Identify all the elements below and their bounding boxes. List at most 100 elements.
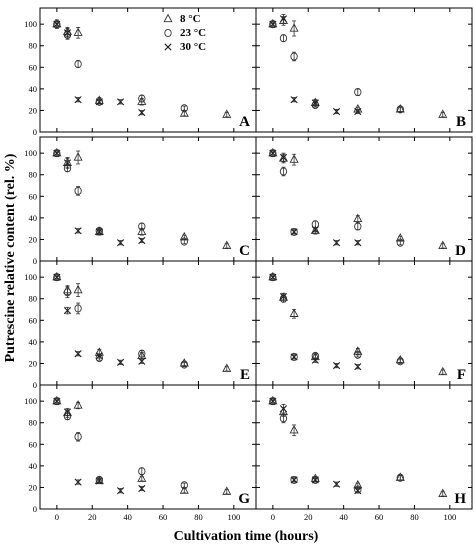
panels: 0 20 40 60 80 100 A 8 °C 23 °C 30 °C B 0 20 40 60 80 100… [24, 7, 473, 522]
data-point-circle [290, 475, 298, 484]
data-point-cross [354, 239, 362, 247]
data-point-cross [269, 149, 277, 157]
panel-frame [255, 260, 473, 386]
data-point-cross [74, 478, 82, 486]
x-axis-label: Cultivation time (hours) [174, 529, 319, 544]
y-tick-label: 20 [29, 482, 38, 492]
panel-g: 0 20 40 60 80 100 0 20 40 60 80 100 G [24, 384, 257, 522]
series-circle [269, 149, 404, 247]
data-point-cross [269, 273, 277, 281]
y-tick-label: 40 [29, 337, 38, 347]
data-point-triangle [222, 486, 232, 495]
legend-marker-cross [164, 43, 172, 51]
data-point-cross [290, 96, 298, 104]
data-point-circle [279, 34, 288, 43]
series-cross [269, 273, 362, 371]
data-point-circle [354, 88, 362, 97]
data-point-cross [332, 239, 341, 247]
data-point-cross [138, 236, 146, 245]
x-tick-label: 100 [227, 512, 240, 522]
data-point-cross [332, 107, 341, 116]
data-point-triangle [179, 108, 189, 117]
series-circle [53, 149, 188, 246]
series-circle [53, 273, 188, 369]
data-point-triangle [222, 363, 232, 372]
data-point-cross [116, 358, 125, 366]
data-point-circle [138, 467, 146, 476]
panel-e: 0 20 40 60 80 100 E [24, 260, 257, 390]
legend: 8 °C 23 °C 30 °C [163, 13, 206, 53]
y-tick-label: 20 [29, 105, 38, 115]
data-point-circle [279, 167, 288, 176]
data-point-cross [269, 20, 277, 28]
panel-label: B [456, 114, 466, 130]
data-point-triangle [289, 424, 299, 434]
data-point-circle [396, 357, 404, 366]
y-tick-label: 40 [29, 84, 38, 94]
panel-frame [39, 7, 257, 133]
x-tick-label: 20 [88, 512, 97, 522]
y-tick-label: 100 [24, 148, 37, 158]
series-cross [53, 397, 146, 495]
data-point-cross [269, 397, 277, 405]
panel-label: H [454, 491, 466, 507]
data-point-circle [279, 414, 288, 423]
legend-marker-triangle [163, 13, 173, 23]
data-point-triangle [289, 308, 299, 317]
y-tick-label: 0 [33, 504, 37, 514]
y-tick-label: 20 [29, 358, 38, 368]
data-point-circle [396, 473, 404, 482]
y-tick-label: 60 [29, 62, 38, 72]
panel-b: B [255, 7, 473, 133]
panel-label: C [239, 243, 250, 259]
data-point-triangle [310, 225, 320, 234]
data-point-circle [354, 350, 362, 359]
data-point-cross [354, 487, 362, 495]
data-point-cross [53, 397, 61, 405]
panel-f: F [255, 260, 473, 386]
data-point-circle [396, 238, 404, 247]
x-tick-label: 0 [271, 512, 275, 522]
data-point-circle [290, 352, 298, 362]
data-point-cross [63, 159, 72, 167]
y-tick-label: 80 [29, 294, 38, 304]
data-point-cross [74, 350, 82, 358]
data-point-triangle [222, 240, 232, 250]
data-point-triangle [137, 350, 147, 359]
x-tick-label: 60 [159, 512, 168, 522]
data-point-triangle [73, 152, 83, 161]
panel-label: E [240, 367, 250, 383]
x-tick-label: 100 [443, 512, 456, 522]
data-point-circle [74, 186, 82, 195]
data-point-cross [311, 476, 319, 484]
data-point-triangle [438, 240, 448, 250]
panel-d: D [255, 136, 473, 262]
panel-c: 0 20 40 60 80 100 C [24, 136, 257, 266]
data-point-cross [311, 99, 319, 107]
data-point-triangle [222, 109, 232, 118]
series-cross [53, 273, 146, 366]
data-point-triangle [438, 109, 448, 118]
x-tick-label: 40 [123, 512, 132, 522]
data-point-cross [354, 363, 362, 371]
data-point-circle [138, 349, 146, 358]
data-point-cross [53, 273, 61, 281]
data-point-triangle [395, 472, 405, 481]
data-point-cross [290, 476, 298, 484]
legend-marker-circle [164, 28, 172, 38]
x-tick-label: 80 [410, 512, 419, 522]
data-point-cross [279, 292, 288, 301]
series-cross [269, 149, 362, 247]
data-point-circle [396, 105, 404, 114]
x-tick-label: 40 [339, 512, 348, 522]
series-circle [269, 273, 404, 366]
y-tick-label: 80 [29, 41, 38, 51]
y-tick-label: 0 [33, 256, 37, 266]
data-point-cross [95, 477, 103, 485]
y-tick-label: 100 [24, 19, 37, 29]
data-point-circle [290, 227, 298, 236]
panel-label: D [455, 243, 466, 259]
y-tick-label: 20 [29, 234, 38, 244]
data-point-cross [279, 15, 288, 23]
